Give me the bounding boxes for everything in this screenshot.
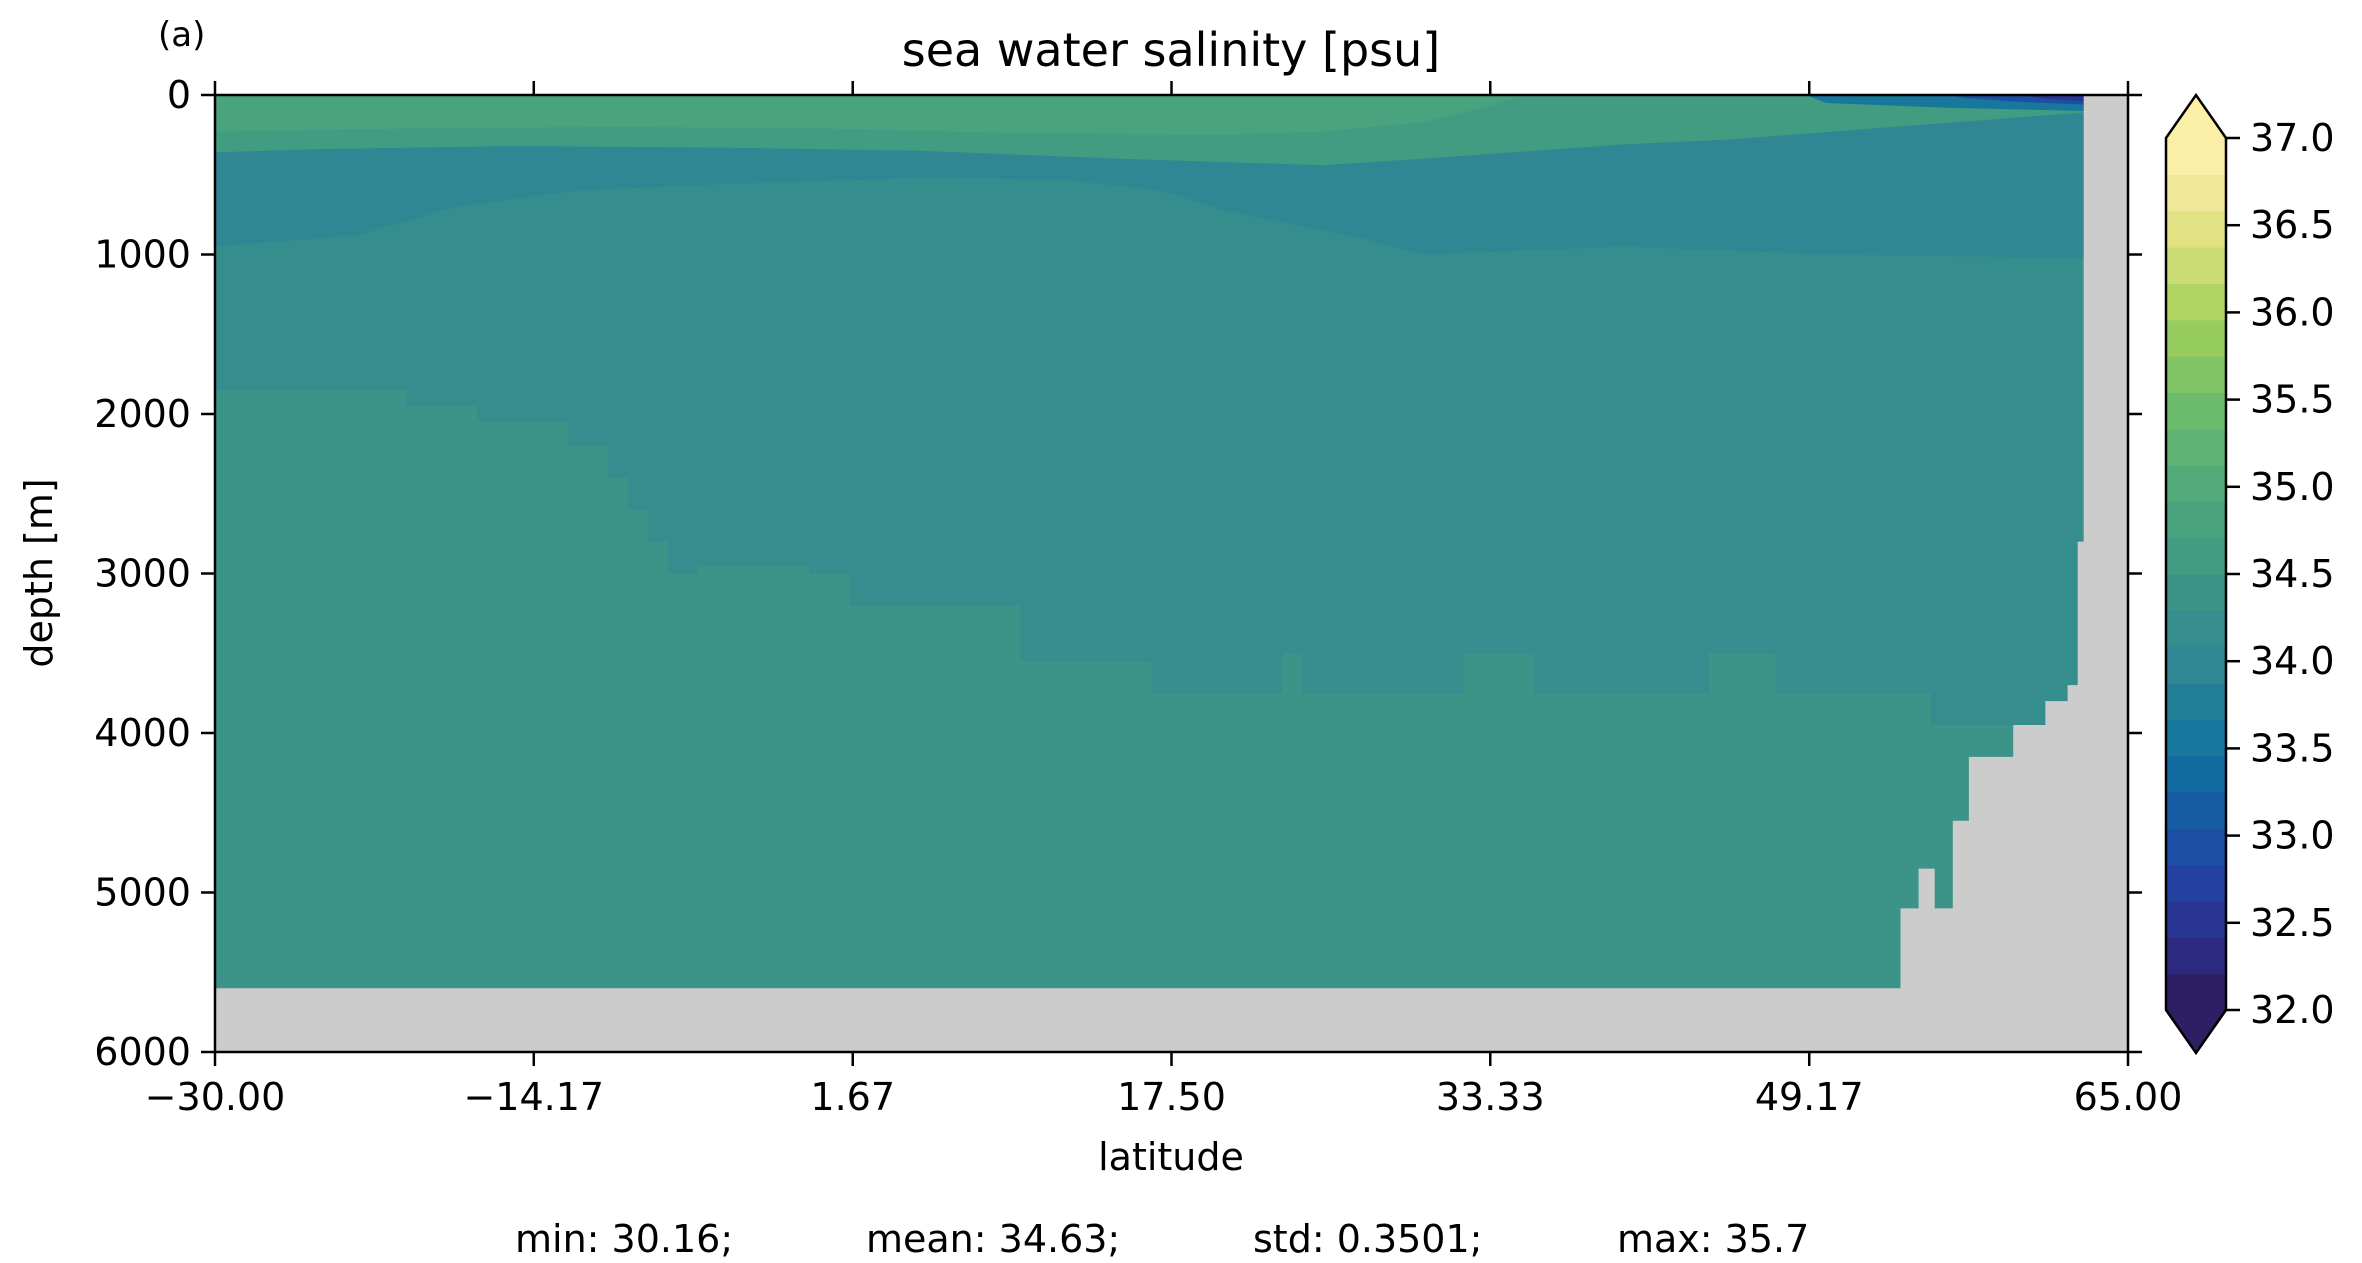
land-mask [215, 95, 2128, 1052]
y-axis: 0 1000 2000 3000 4000 5000 6000 [94, 73, 2142, 1074]
colorbar-segment [2166, 901, 2226, 938]
panel-label: (a) [158, 15, 205, 55]
colorbar-segment [2166, 247, 2226, 284]
band-deep-water [215, 95, 2082, 725]
colorbar-extend-min [2166, 1010, 2226, 1053]
band-surface-subtropical [215, 95, 1524, 135]
colorbar-segment [2166, 319, 2226, 357]
colorbar-segment [2166, 138, 2226, 175]
colorbar-segment [2166, 610, 2226, 648]
colorbar-segment [2166, 683, 2226, 720]
colorbar-tick-label: 33.0 [2250, 814, 2335, 858]
x-tick-label: 33.33 [1436, 1075, 1545, 1119]
x-tick-label: 49.17 [1755, 1075, 1864, 1119]
colorbar-tick-label: 35.0 [2250, 465, 2335, 509]
stat-mean: mean: 34.63; [866, 1217, 1120, 1261]
colorbar-segment [2166, 465, 2226, 502]
y-tick-label: 3000 [94, 552, 191, 596]
colorbar-segment [2166, 792, 2226, 829]
x-tick-label: −30.00 [145, 1075, 286, 1119]
x-axis: −30.00 −14.17 1.67 17.50 33.33 49.17 65.00 [145, 81, 2183, 1119]
plot-area [215, 95, 2128, 1052]
chart-title: sea water salinity [psu] [902, 23, 1441, 77]
stat-std: std: 0.3501; [1253, 1217, 1482, 1261]
y-axis-label: depth [m] [17, 478, 61, 667]
colorbar-segment [2166, 646, 2226, 684]
x-tick-label: 17.50 [1117, 1075, 1226, 1119]
stat-min: min: 30.16; [515, 1217, 733, 1261]
colorbar-tick-label: 32.5 [2250, 901, 2335, 945]
colorbar-tick-label: 34.0 [2250, 639, 2335, 683]
x-tick-label: −14.17 [463, 1075, 604, 1119]
x-axis-label: latitude [1098, 1135, 1244, 1179]
colorbar-segment [2166, 574, 2226, 611]
colorbar-segment [2166, 283, 2226, 321]
colorbar: 32.0 32.5 33.0 33.5 34.0 34.5 35.0 35.5 36.0 36.5… [2164, 92, 2335, 1056]
colorbar-segment [2166, 719, 2226, 757]
x-tick-label: 65.00 [2074, 1075, 2183, 1119]
colorbar-tick-label: 37.0 [2250, 116, 2335, 160]
y-tick-label: 5000 [94, 871, 191, 915]
colorbar-segment [2166, 392, 2226, 430]
colorbar-segment [2166, 937, 2226, 975]
colorbar-tick-label: 36.5 [2250, 203, 2335, 247]
colorbar-segment [2166, 755, 2226, 793]
stat-max: max: 35.7 [1617, 1217, 1809, 1261]
y-tick-label: 1000 [94, 233, 191, 277]
colorbar-segment [2166, 864, 2226, 902]
colorbar-segment [2166, 356, 2226, 393]
y-tick-label: 2000 [94, 392, 191, 436]
x-tick-label: 1.67 [810, 1075, 895, 1119]
y-tick-label: 4000 [94, 711, 191, 755]
colorbar-tick-label: 36.0 [2250, 290, 2335, 334]
stats-line: min: 30.16; mean: 34.63; std: 0.3501; ma… [515, 1217, 1809, 1261]
salinity-bands [215, 95, 2128, 1052]
colorbar-segment [2166, 537, 2226, 575]
colorbar-segment [2166, 828, 2226, 866]
y-tick-label: 6000 [94, 1030, 191, 1074]
colorbar-segment [2166, 210, 2226, 248]
colorbar-tick-label: 32.0 [2250, 988, 2335, 1032]
colorbar-tick-label: 34.5 [2250, 552, 2335, 596]
colorbar-tick-label: 33.5 [2250, 726, 2335, 770]
colorbar-segment [2166, 174, 2226, 212]
colorbar-segment [2166, 973, 2226, 1011]
colorbar-segment [2166, 428, 2226, 466]
band-northern-freshest [2017, 95, 2088, 102]
colorbar-extend-max [2166, 95, 2226, 138]
y-tick-label: 0 [167, 73, 191, 117]
colorbar-tick-label: 35.5 [2250, 378, 2335, 422]
colorbar-segment [2166, 501, 2226, 539]
